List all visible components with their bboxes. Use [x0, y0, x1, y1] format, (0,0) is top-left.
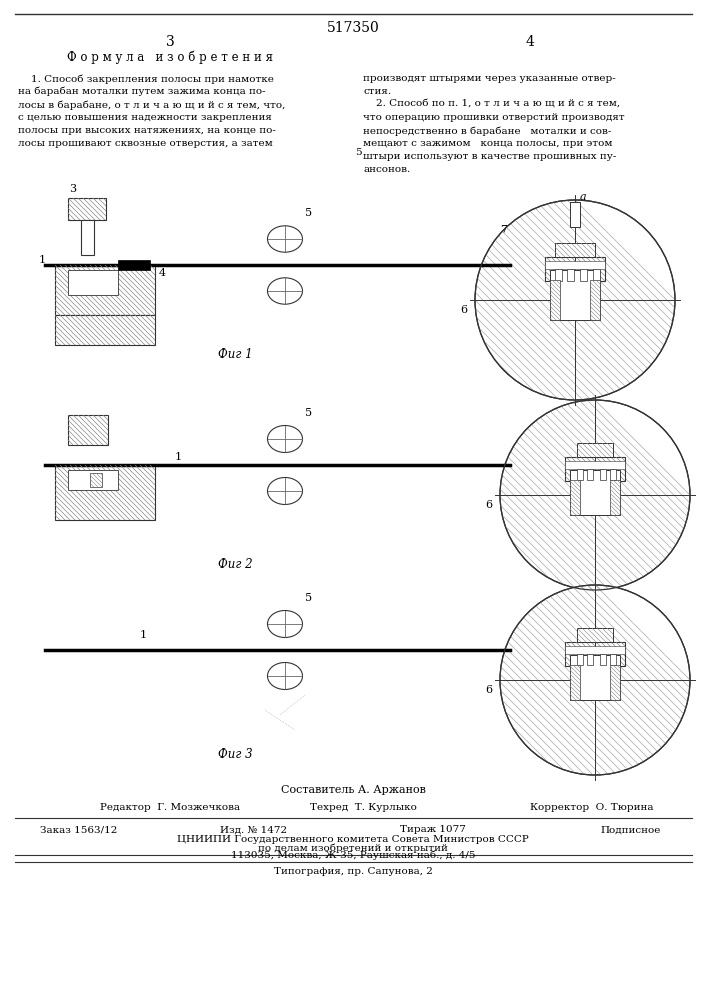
Text: 2. Способ по п. 1, о т л и ч а ю щ и й с я тем,: 2. Способ по п. 1, о т л и ч а ю щ и й с…: [363, 100, 620, 109]
Text: Типография, пр. Сапунова, 2: Типография, пр. Сапунова, 2: [274, 867, 433, 876]
Text: 5: 5: [355, 148, 361, 157]
Bar: [587, 469, 593, 480]
Bar: [565, 646, 625, 654]
Text: штыри используют в качестве прошивных пу-: штыри используют в качестве прошивных пу…: [363, 152, 617, 161]
Text: 3: 3: [69, 184, 76, 194]
Bar: [550, 280, 560, 320]
Bar: [565, 642, 625, 666]
Text: Корректор  О. Тюрина: Корректор О. Тюрина: [530, 804, 653, 812]
Text: 7: 7: [500, 225, 507, 235]
Ellipse shape: [267, 226, 303, 252]
Bar: [610, 480, 620, 515]
Bar: [90, 473, 102, 487]
Bar: [555, 243, 595, 257]
Bar: [590, 280, 600, 320]
Bar: [570, 665, 580, 700]
Text: 517350: 517350: [327, 21, 380, 35]
Bar: [577, 469, 583, 480]
Text: 4: 4: [159, 268, 166, 278]
Bar: [593, 269, 600, 281]
Bar: [610, 665, 620, 700]
Bar: [55, 465, 155, 520]
Text: 1: 1: [140, 630, 147, 640]
Text: Фиг 3: Фиг 3: [218, 748, 252, 762]
Bar: [600, 469, 606, 480]
Bar: [610, 469, 616, 480]
Text: 6: 6: [460, 305, 467, 315]
Circle shape: [475, 200, 675, 400]
Text: 2: 2: [138, 278, 145, 288]
Ellipse shape: [267, 478, 303, 504]
Text: Ф о р м у л а   и з о б р е т е н и я: Ф о р м у л а и з о б р е т е н и я: [67, 50, 273, 64]
Bar: [81, 220, 94, 255]
Ellipse shape: [267, 610, 303, 638]
Text: Фиг 2: Фиг 2: [218, 558, 252, 572]
Text: лосы в барабане, о т л и ч а ю щ и й с я тем, что,: лосы в барабане, о т л и ч а ю щ и й с я…: [18, 100, 286, 109]
Bar: [565, 457, 625, 481]
Text: 1: 1: [175, 452, 182, 462]
Text: a: a: [580, 192, 587, 202]
Circle shape: [500, 585, 690, 775]
Text: что операцию прошивки отверстий производят: что операцию прошивки отверстий производ…: [363, 113, 624, 122]
Bar: [577, 443, 613, 457]
Ellipse shape: [267, 278, 303, 304]
Text: 5: 5: [305, 408, 312, 418]
Bar: [600, 654, 606, 665]
Text: Тираж 1077: Тираж 1077: [400, 826, 466, 834]
Bar: [68, 270, 118, 295]
Text: ЦНИИПИ Государственного комитета Совета Министров СССР: ЦНИИПИ Государственного комитета Совета …: [177, 836, 529, 844]
Text: производят штырями через указанные отвер-: производят штырями через указанные отвер…: [363, 74, 616, 83]
Circle shape: [500, 400, 690, 590]
Bar: [545, 261, 605, 269]
Bar: [577, 654, 583, 665]
Text: Фиг 1: Фиг 1: [218, 349, 252, 361]
Ellipse shape: [267, 662, 303, 690]
Text: 5: 5: [305, 208, 312, 218]
Text: 1. Способ закрепления полосы при намотке: 1. Способ закрепления полосы при намотке: [18, 74, 274, 84]
Bar: [68, 470, 118, 490]
Text: с целью повышения надежности закрепления: с целью повышения надежности закрепления: [18, 113, 272, 122]
Text: Редактор  Г. Мозжечкова: Редактор Г. Мозжечкова: [100, 804, 240, 812]
Text: лосы прошивают сквозные отверстия, а затем: лосы прошивают сквозные отверстия, а зат…: [18, 139, 273, 148]
Text: 6: 6: [485, 685, 492, 695]
Bar: [567, 269, 574, 281]
Bar: [55, 315, 155, 345]
Bar: [550, 270, 600, 320]
Bar: [570, 470, 620, 515]
Bar: [570, 202, 580, 227]
Text: Заказ 1563/12: Заказ 1563/12: [40, 826, 117, 834]
Text: стия.: стия.: [363, 87, 391, 96]
Text: 4: 4: [525, 35, 534, 49]
Bar: [570, 480, 580, 515]
Text: Подписное: Подписное: [600, 826, 660, 834]
Text: 5: 5: [305, 593, 312, 603]
Bar: [580, 269, 587, 281]
Text: полосы при высоких натяжениях, на конце по-: полосы при высоких натяжениях, на конце …: [18, 126, 276, 135]
Text: 1: 1: [39, 255, 46, 265]
Bar: [577, 628, 613, 642]
Bar: [68, 198, 106, 220]
Text: Техред  Т. Курлыко: Техред Т. Курлыко: [310, 804, 417, 812]
Bar: [118, 260, 150, 270]
Text: по делам изобретений и открытий: по делам изобретений и открытий: [258, 843, 448, 853]
Bar: [610, 654, 616, 665]
Bar: [545, 257, 605, 281]
Text: непосредственно в барабане   моталки и сов-: непосредственно в барабане моталки и сов…: [363, 126, 612, 135]
Text: на барабан моталки путем зажима конца по-: на барабан моталки путем зажима конца по…: [18, 87, 266, 97]
Text: 6: 6: [485, 500, 492, 510]
Text: ансонов.: ансонов.: [363, 165, 410, 174]
Text: Изд. № 1472: Изд. № 1472: [220, 826, 287, 834]
Text: 3: 3: [165, 35, 175, 49]
Bar: [55, 265, 155, 315]
Bar: [555, 269, 562, 281]
Text: Составитель А. Аржанов: Составитель А. Аржанов: [281, 785, 426, 795]
Bar: [570, 655, 620, 700]
Bar: [565, 461, 625, 469]
Ellipse shape: [267, 426, 303, 452]
Text: мещают с зажимом   конца полосы, при этом: мещают с зажимом конца полосы, при этом: [363, 139, 612, 148]
Text: 113035, Москва, Ж-35, Раушская наб., д. 4/5: 113035, Москва, Ж-35, Раушская наб., д. …: [230, 850, 475, 860]
Bar: [68, 415, 108, 445]
Bar: [587, 654, 593, 665]
